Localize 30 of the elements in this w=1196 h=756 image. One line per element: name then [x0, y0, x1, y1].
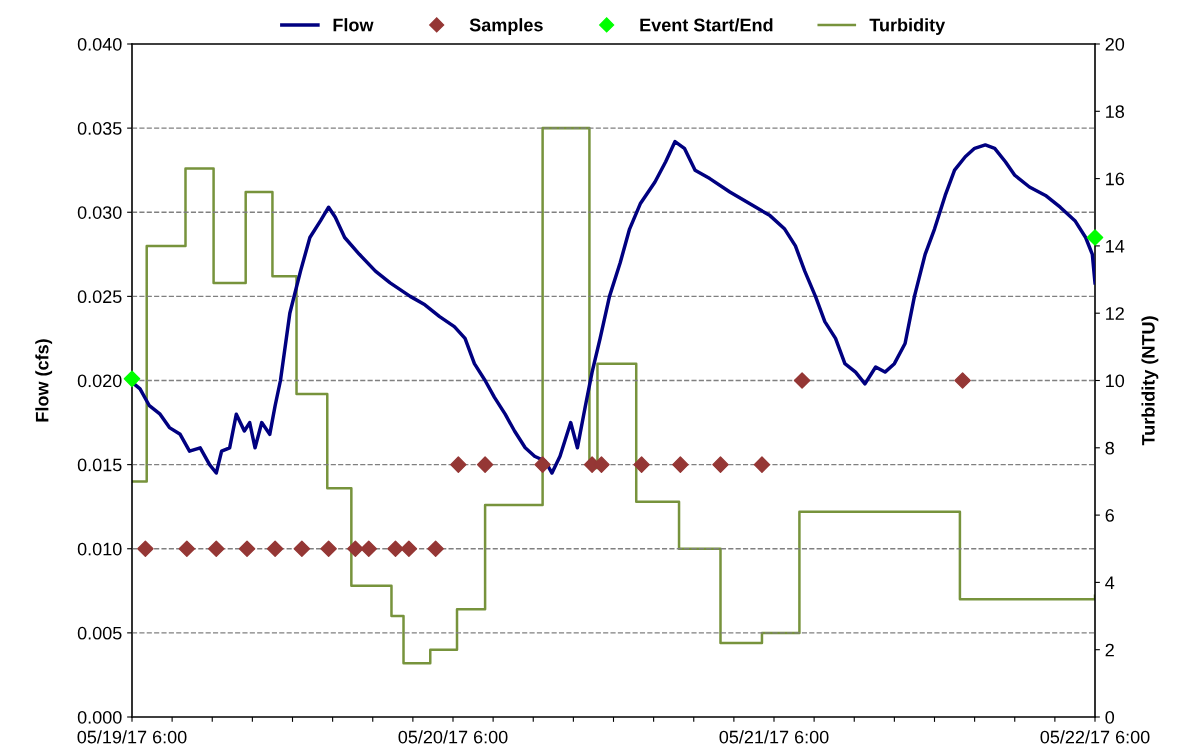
y2-tick-label: 14 — [1106, 240, 1125, 253]
y-tick-label: 0.015 — [77, 458, 122, 472]
y2-axis-title: Turbidity (NTU) — [1141, 316, 1159, 446]
y-tick-label: 0.035 — [77, 122, 122, 135]
y-axis-title: Flow (cfs) — [35, 339, 53, 422]
y2-tick-label: 2 — [1105, 643, 1114, 657]
x-tick-label: 05/21/17 6:00 — [719, 730, 829, 744]
legend-label: Turbidity — [869, 18, 946, 35]
x-tick-label: 05/20/17 6:00 — [398, 730, 508, 744]
y-tick-label: 0.030 — [77, 206, 122, 219]
y2-tick-label: 6 — [1105, 509, 1114, 522]
x-tick-label: 05/19/17 6:00 — [77, 730, 187, 744]
y2-tick-label: 10 — [1106, 374, 1125, 388]
y2-tick-label: 4 — [1105, 576, 1115, 589]
y-tick-label: 0.005 — [77, 626, 122, 640]
y-tick-label: 0.010 — [77, 542, 122, 556]
y-tick-label: 0.020 — [77, 374, 122, 388]
x-tick-label: 05/22/17 6:00 — [1040, 730, 1150, 744]
y2-tick-label: 12 — [1106, 307, 1124, 320]
y2-tick-label: 20 — [1105, 37, 1125, 51]
y-tick-label: 0.025 — [77, 290, 122, 304]
y2-tick-label: 8 — [1105, 441, 1114, 455]
y2-tick-label: 0 — [1105, 710, 1115, 724]
legend-label: Samples — [469, 18, 543, 35]
y2-tick-label: 16 — [1106, 172, 1125, 186]
legend-label: Flow — [333, 18, 374, 32]
y-tick-label: 0.040 — [77, 37, 122, 51]
legend-label: Event Start/End — [640, 18, 773, 32]
y-tick-label: 0.000 — [77, 710, 122, 724]
y2-tick-label: 18 — [1106, 105, 1125, 119]
